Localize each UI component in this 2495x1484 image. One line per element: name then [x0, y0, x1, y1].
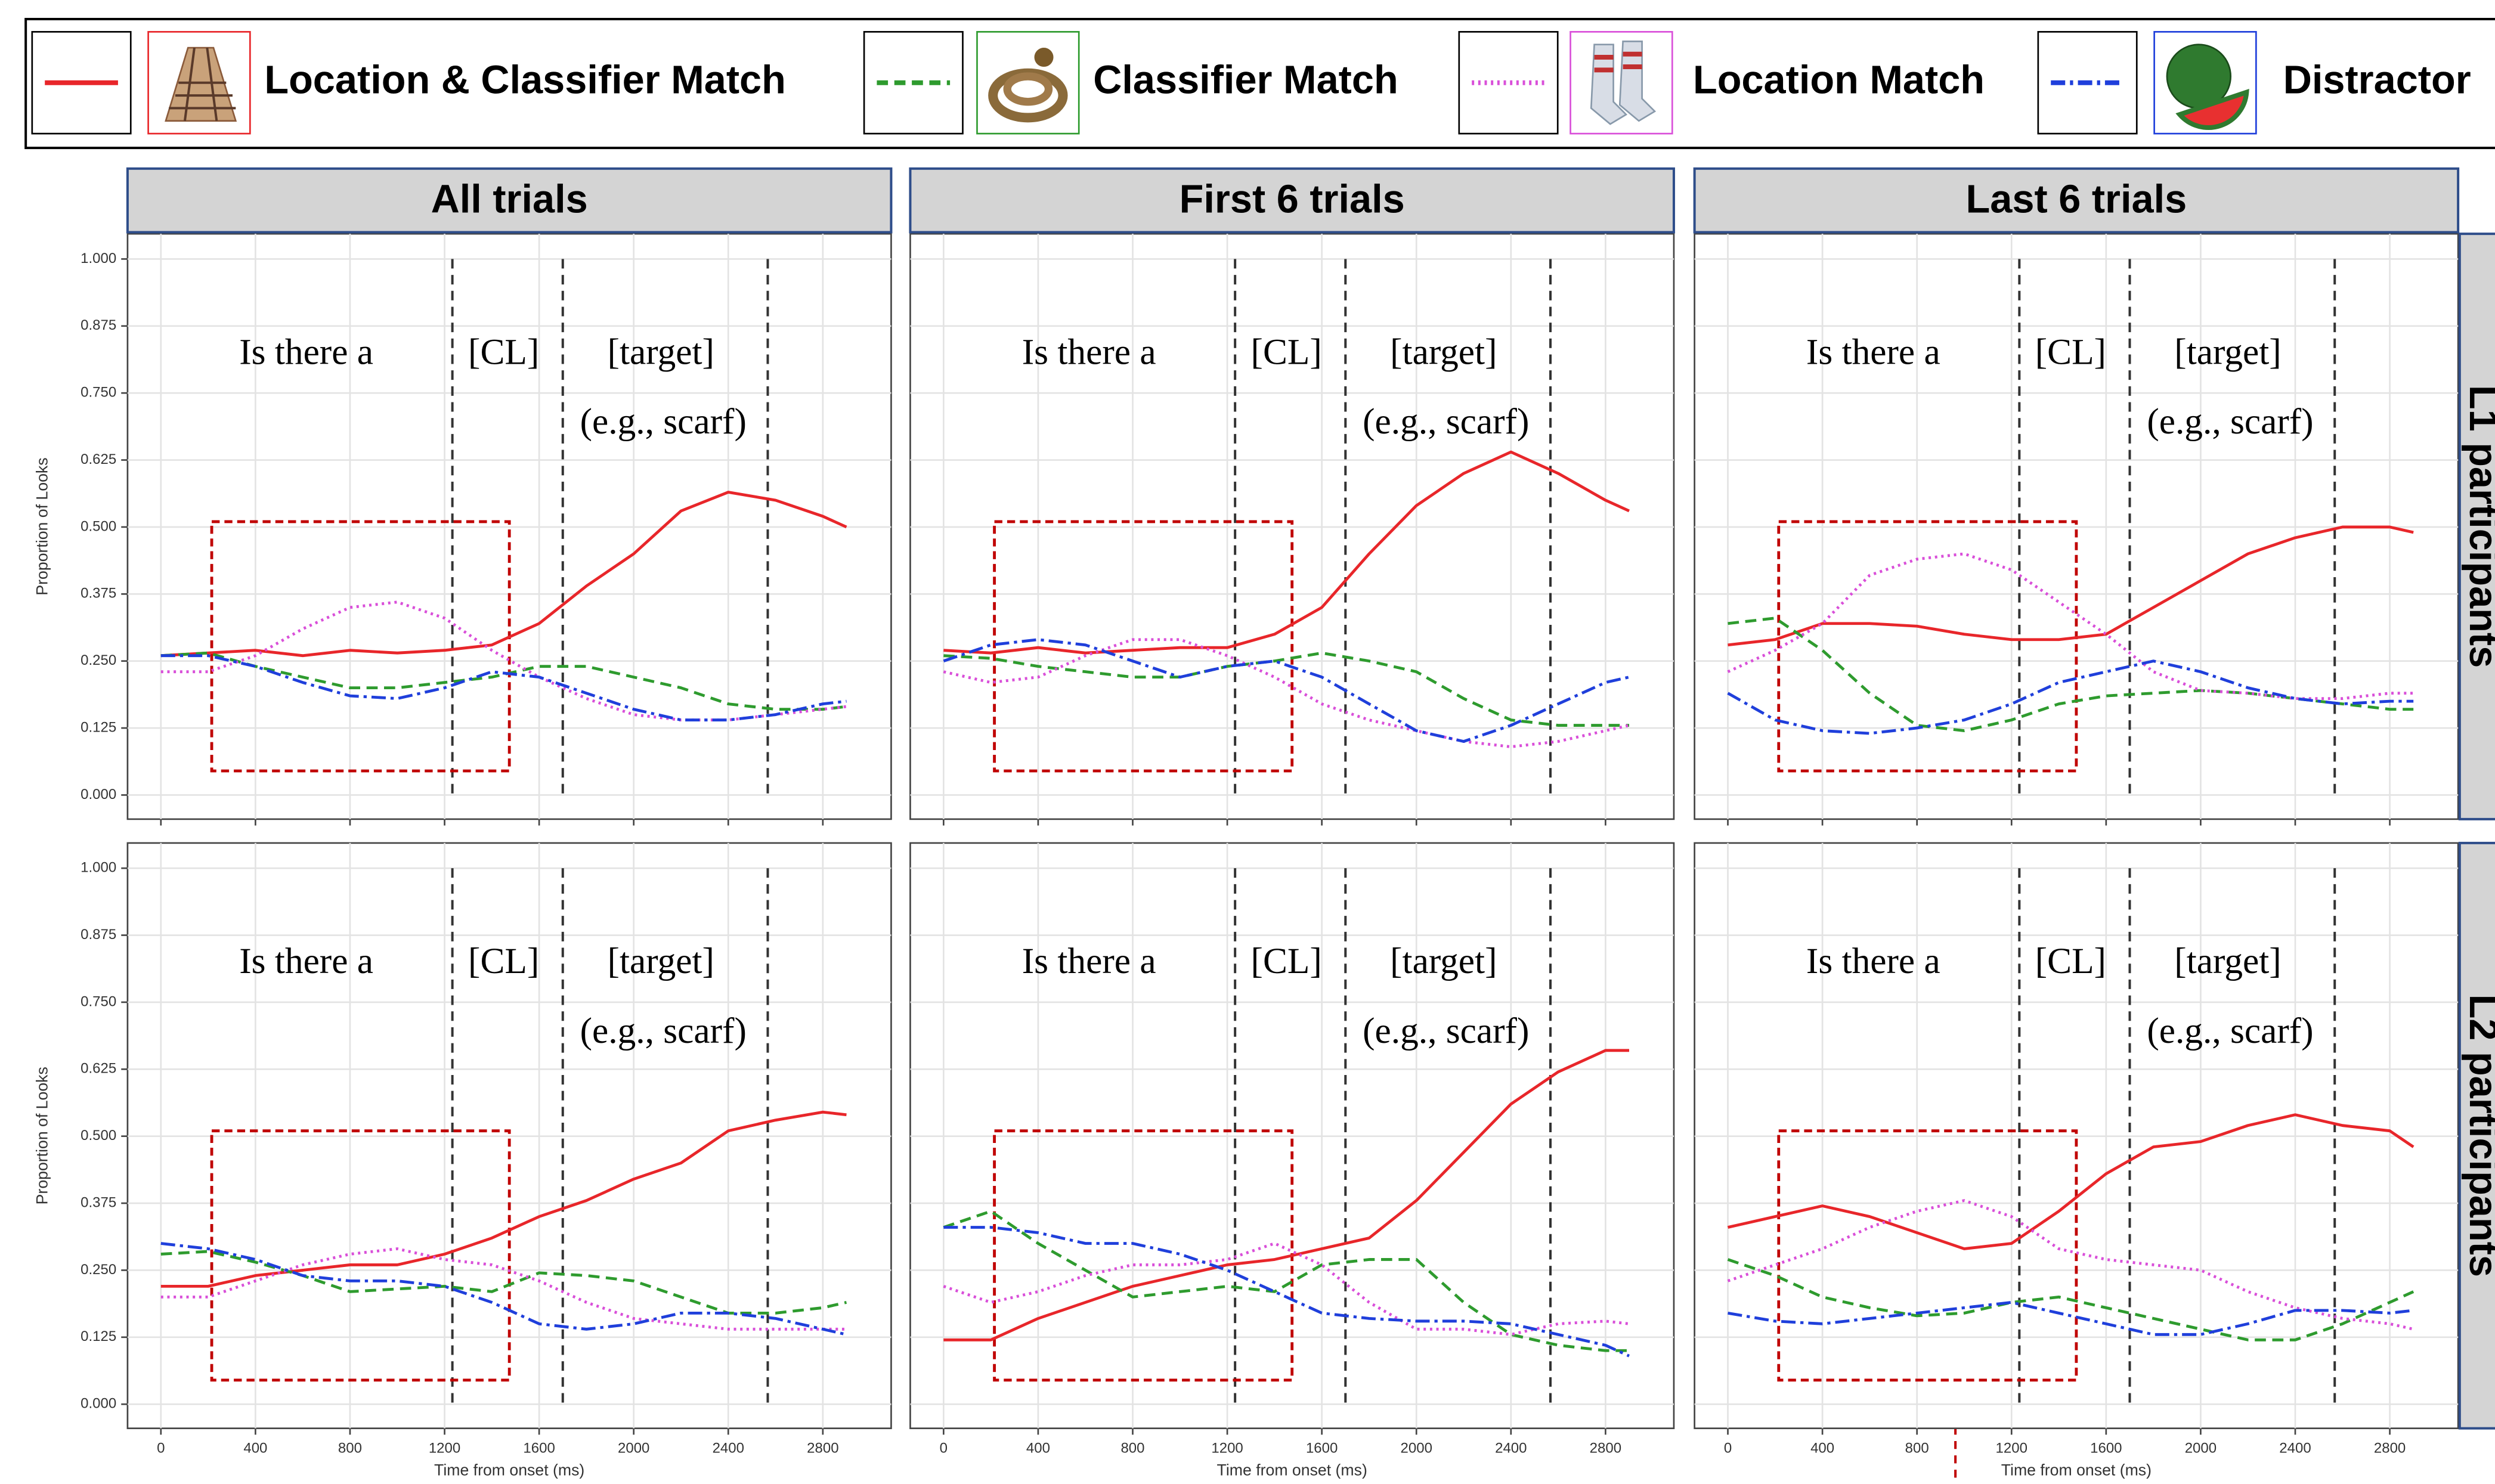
panel: First 6 trials Is there a [CL] [target] (e.g… [910, 169, 1674, 826]
y-tick-label: 0.875 [81, 317, 116, 333]
legend-label: Location & Classifier Match [264, 58, 786, 102]
annotation: Is there a [1806, 332, 1940, 372]
panel: 0.000 0.125 0.250 0.375 0.500 0.625 0.750 0.875… [33, 843, 891, 1479]
y-tick-label: 0.125 [81, 1328, 116, 1344]
annotation: [target] [1390, 941, 1497, 981]
x-axis-label: Time from onset (ms) [2001, 1461, 2152, 1479]
y-axis-label: Proportion of Looks [33, 1067, 51, 1204]
facet-label: L1 participants [2461, 385, 2495, 668]
strip-title: Last 6 trials [1966, 177, 2187, 221]
y-axis-label: Proportion of Looks [33, 457, 51, 595]
annotation: (e.g., scarf) [580, 1011, 747, 1051]
annotation: (e.g., scarf) [1363, 1011, 1529, 1051]
annotation: [target] [2174, 332, 2281, 372]
x-tick-label: 2000 [1401, 1440, 1432, 1457]
x-tick-label: 800 [1905, 1440, 1929, 1457]
scarf-icon [148, 32, 250, 134]
x-tick-label: 1600 [2090, 1440, 2122, 1457]
annotation: [target] [2174, 941, 2281, 981]
x-tick-label: 2400 [1495, 1440, 1527, 1457]
y-tick-label: 0.375 [81, 585, 116, 602]
y-tick-label: 0.500 [81, 518, 116, 534]
x-tick-label: 2000 [618, 1440, 649, 1457]
annotation: Is there a [1806, 941, 1940, 981]
y-tick-label: 1.000 [81, 250, 116, 267]
annotation: [CL] [468, 941, 539, 981]
y-tick-label: 0.250 [81, 652, 116, 668]
x-tick-label: 1600 [523, 1440, 555, 1457]
annotation: [CL] [2035, 332, 2106, 372]
strip-title: All trials [431, 177, 588, 221]
y-tick-label: 0.750 [81, 993, 116, 1009]
x-tick-label: 0 [1724, 1440, 1732, 1457]
x-tick-label: 0 [157, 1440, 165, 1457]
annotation: [target] [608, 941, 714, 981]
annotation: (e.g., scarf) [580, 401, 747, 442]
x-tick-label: 400 [1810, 1440, 1834, 1457]
x-tick-label: 800 [338, 1440, 362, 1457]
y-tick-label: 0.500 [81, 1127, 116, 1144]
annotation: (e.g., scarf) [2147, 401, 2313, 442]
strip-title: First 6 trials [1180, 177, 1405, 221]
y-tick-label: 0.250 [81, 1262, 116, 1278]
figure: Location & Classifier Match Classifier Ma… [0, 0, 2495, 1484]
annotation: Is there a [239, 332, 373, 372]
x-tick-label: 800 [1120, 1440, 1144, 1457]
panel: 0 400 800 1200 1600 2000 2400 2800 Time from ons… [910, 843, 1674, 1479]
annotation: (e.g., scarf) [1363, 401, 1529, 442]
facet-label: L2 participants [2461, 995, 2495, 1277]
x-tick-label: 400 [1026, 1440, 1050, 1457]
x-tick-label: 2000 [2185, 1440, 2217, 1457]
x-tick-label: 2800 [807, 1440, 838, 1457]
x-axis-label: Time from onset (ms) [1217, 1461, 1367, 1479]
x-tick-label: 1200 [429, 1440, 460, 1457]
x-tick-label: 1600 [1306, 1440, 1338, 1457]
x-tick-label: 0 [940, 1440, 948, 1457]
x-tick-label: 2400 [2279, 1440, 2311, 1457]
x-tick-label: 2800 [2374, 1440, 2406, 1457]
annotation: [CL] [1251, 332, 1322, 372]
x-axis-label: Time from onset (ms) [434, 1461, 584, 1479]
y-tick-label: 0.000 [81, 786, 116, 803]
x-tick-label: 1200 [1211, 1440, 1243, 1457]
y-tick-label: 1.000 [81, 859, 116, 875]
legend-label: Classifier Match [1093, 58, 1398, 102]
snake-icon [977, 32, 1079, 134]
panel: All trials 0.000 0.125 0.250 0.375 0.500 0.625… [33, 169, 891, 826]
annotation: Is there a [239, 941, 373, 981]
annotation: [CL] [2035, 941, 2106, 981]
y-tick-label: 0.000 [81, 1396, 116, 1412]
y-tick-label: 0.375 [81, 1194, 116, 1210]
annotation: Is there a [1022, 332, 1156, 372]
x-tick-label: 400 [243, 1440, 267, 1457]
y-tick-label: 0.750 [81, 385, 116, 401]
legend-label: Distractor [2283, 58, 2471, 102]
annotation: [target] [1390, 332, 1497, 372]
legend-label: Location Match [1693, 58, 1985, 102]
annotation: [target] [608, 332, 714, 372]
y-tick-label: 0.625 [81, 451, 116, 467]
annotation: Is there a [1022, 941, 1156, 981]
panel: Last 6 trials L1 participants Is there a [C… [1695, 169, 2495, 826]
x-tick-label: 2400 [713, 1440, 744, 1457]
x-tick-label: 1200 [1996, 1440, 2027, 1457]
annotation: [CL] [1251, 941, 1322, 981]
annotation: [CL] [468, 332, 539, 372]
y-tick-label: 0.125 [81, 719, 116, 735]
watermelon-icon [2155, 32, 2256, 134]
panel: L2 participants 0 400 800 1200 1600 2000 2400 28… [1695, 843, 2495, 1479]
x-tick-label: 2800 [1590, 1440, 1621, 1457]
y-tick-label: 0.875 [81, 927, 116, 943]
annotation: (e.g., scarf) [2147, 1011, 2313, 1051]
y-tick-label: 0.625 [81, 1061, 116, 1077]
socks-icon [1571, 32, 1673, 134]
